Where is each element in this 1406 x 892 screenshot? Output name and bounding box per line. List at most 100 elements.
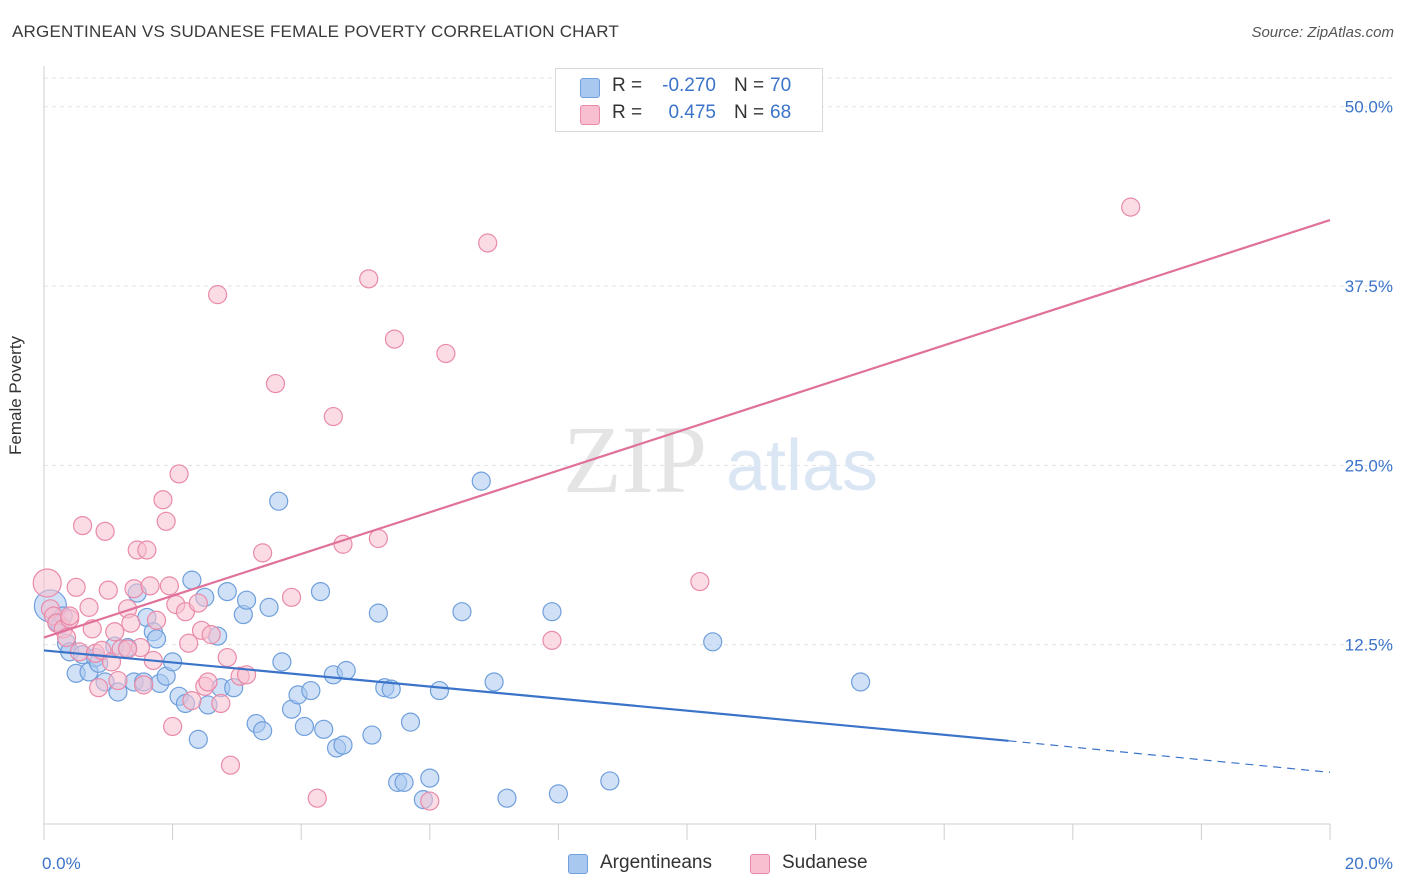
data-point <box>420 768 440 788</box>
x-tick-label: 0.0% <box>42 854 81 873</box>
data-point <box>32 568 62 598</box>
data-point <box>98 580 118 600</box>
data-point <box>220 755 241 775</box>
data-point <box>542 630 562 650</box>
data-point <box>95 521 115 541</box>
trend-line <box>43 218 1331 639</box>
data-point <box>384 329 405 349</box>
data-point <box>156 511 176 531</box>
watermark: ZIP atlas <box>563 406 878 513</box>
legend-label-argentineans: Argentineans <box>600 852 712 873</box>
data-point <box>217 647 237 668</box>
data-point <box>134 675 154 695</box>
legend-label-sudanese: Sudanese <box>782 852 868 873</box>
data-point <box>124 579 144 599</box>
y-tick-labels: 12.5% 25.0% 37.5% 50.0% <box>1345 98 1393 655</box>
axes <box>43 66 1331 840</box>
data-point <box>548 784 569 804</box>
stats-legend: R = -0.270 N = 70 R = 0.475 N = 68 <box>555 68 823 132</box>
data-point <box>182 691 202 711</box>
data-point <box>66 577 86 597</box>
data-point <box>198 672 218 692</box>
grid-lines <box>44 77 1394 646</box>
y-tick-label: 37.5% <box>1345 277 1393 296</box>
y-tick-label: 25.0% <box>1345 456 1393 475</box>
data-point <box>72 515 93 536</box>
data-point <box>381 679 401 699</box>
data-point <box>600 771 620 791</box>
n-value: 70 <box>770 75 792 96</box>
data-point <box>253 721 273 741</box>
data-point <box>140 576 160 596</box>
data-point <box>703 632 723 652</box>
data-point <box>478 233 498 253</box>
data-point <box>236 590 257 610</box>
data-point <box>851 672 871 692</box>
data-point <box>265 373 286 394</box>
data-point <box>79 597 99 617</box>
stats-row-sudanese: R = 0.475 N = 68 <box>556 101 822 127</box>
data-point <box>429 680 450 701</box>
data-point <box>690 571 710 592</box>
data-point <box>301 680 321 701</box>
n-label: N = <box>734 102 765 123</box>
data-point <box>368 528 388 549</box>
watermark-atlas: atlas <box>726 426 878 506</box>
data-point <box>368 603 388 623</box>
legend-swatch-sudanese <box>750 854 770 874</box>
x-tick-labels: 0.0% 20.0% <box>42 854 1393 873</box>
r-value: -0.270 <box>662 75 716 96</box>
data-point <box>60 606 80 626</box>
data-point <box>323 406 343 427</box>
source-label: Source: ZipAtlas.com <box>1251 24 1394 41</box>
data-point <box>310 581 331 602</box>
data-point <box>420 791 440 811</box>
data-point <box>146 610 167 630</box>
data-point <box>105 622 125 642</box>
n-label: N = <box>734 75 765 96</box>
data-point <box>333 735 353 755</box>
data-point <box>362 725 382 745</box>
data-point <box>400 712 421 732</box>
data-point <box>294 716 315 737</box>
data-point <box>201 625 221 645</box>
data-point <box>146 629 167 649</box>
data-point <box>394 772 414 792</box>
data-point <box>89 678 109 698</box>
data-point <box>436 343 456 364</box>
data-point <box>188 729 208 749</box>
data-point <box>269 491 289 511</box>
stats-row-argentineans: R = -0.270 N = 70 <box>556 74 822 100</box>
legend-swatch-argentineans <box>580 78 600 98</box>
data-point <box>497 788 517 808</box>
data-point <box>117 639 138 659</box>
y-tick-label: 50.0% <box>1345 98 1393 117</box>
data-point <box>281 587 302 607</box>
data-point <box>211 693 231 714</box>
legend-swatch-argentineans <box>568 854 588 874</box>
data-point <box>272 652 292 672</box>
data-point <box>121 613 141 633</box>
data-point <box>359 269 379 289</box>
data-point <box>452 602 472 622</box>
r-label: R = <box>612 102 643 123</box>
trend-line-extension <box>1008 740 1331 773</box>
data-point <box>163 716 183 737</box>
data-point <box>179 633 199 653</box>
data-point <box>471 471 491 491</box>
legend-swatch-sudanese <box>580 105 600 125</box>
data-point <box>336 660 356 681</box>
r-value: 0.475 <box>668 102 716 123</box>
data-point <box>253 543 273 563</box>
trend-line <box>43 649 1009 742</box>
data-point <box>259 597 279 617</box>
r-label: R = <box>612 75 643 96</box>
data-point <box>159 576 179 596</box>
data-point <box>542 602 562 622</box>
watermark-zip: ZIP <box>563 406 707 513</box>
data-point <box>153 490 173 510</box>
data-point <box>137 540 157 560</box>
data-point <box>69 642 89 662</box>
trend-lines <box>43 218 1331 773</box>
